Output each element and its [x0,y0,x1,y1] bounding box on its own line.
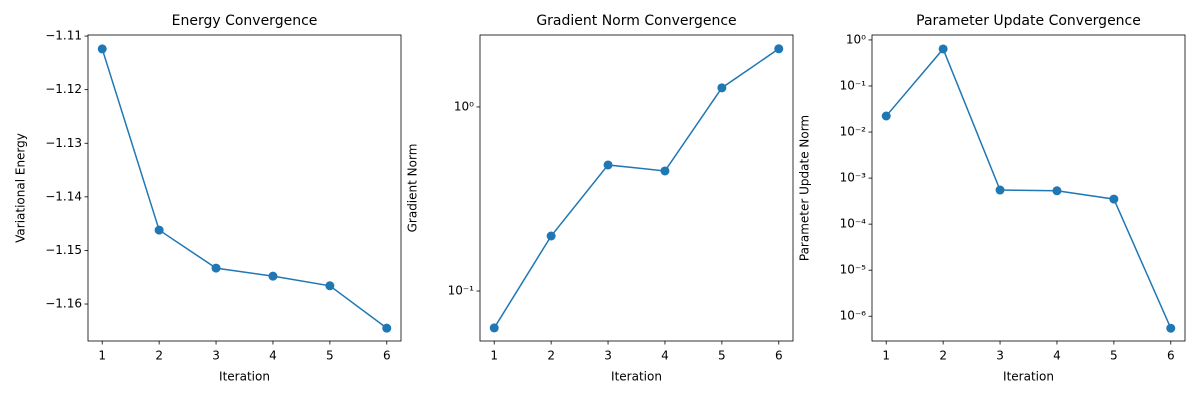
x-tick-label: 6 [1167,349,1175,363]
x-tick-label: 4 [1053,349,1061,363]
y-tick-label: −1.15 [45,243,82,257]
y-tick-label: 10⁻³ [840,171,867,185]
data-point [154,225,164,235]
series-line [101,48,388,329]
x-tick-label: 1 [490,349,498,363]
data-point [546,231,556,241]
data-point [268,271,278,281]
x-tick-label: 3 [212,349,220,363]
data-point [489,323,499,333]
data-point [1109,194,1119,204]
x-axis-label: Iteration [611,370,662,384]
x-tick-label: 5 [718,349,726,363]
data-point [97,44,107,54]
data-point [603,160,613,170]
chart-title: Gradient Norm Convergence [536,13,736,29]
x-tick-label: 4 [661,349,669,363]
data-point [938,44,948,54]
data-point [1052,186,1062,196]
plot-frame [479,34,794,342]
y-axis-label: Variational Energy [14,133,28,243]
y-tick-label: 10⁻⁶ [840,309,867,323]
series-line [493,48,780,329]
y-tick-label: 10⁻¹ [840,78,867,92]
data-point [382,323,392,333]
x-tick-label: 2 [155,349,163,363]
y-tick-label: 10⁻¹ [448,284,475,298]
y-tick-label: 10⁻⁵ [840,263,867,277]
x-axis-label: Iteration [1003,370,1054,384]
data-point [995,185,1005,195]
y-tick-label: −1.14 [45,189,82,203]
series-line [885,47,1172,329]
x-tick-label: 4 [269,349,277,363]
chart-title: Energy Convergence [172,13,318,29]
x-tick-label: 1 [882,349,890,363]
y-tick-label: −1.11 [45,29,82,43]
data-point [325,281,335,291]
chart-title: Parameter Update Convergence [916,13,1141,29]
x-tick-label: 5 [326,349,334,363]
x-tick-label: 2 [547,349,555,363]
y-tick-label: 10⁰ [454,99,474,113]
y-tick-label: −1.16 [45,297,82,311]
y-tick-label: 10⁻⁴ [840,217,867,231]
y-tick-label: −1.12 [45,82,82,96]
y-tick-label: −1.13 [45,136,82,150]
data-point [717,83,727,93]
x-tick-label: 3 [996,349,1004,363]
x-tick-label: 6 [383,349,391,363]
data-point [881,111,891,121]
x-axis-label: Iteration [219,370,270,384]
data-point [660,166,670,176]
plot-frame [871,34,1186,342]
x-tick-label: 5 [1110,349,1118,363]
data-point [1166,323,1176,333]
y-tick-label: 10⁰ [846,32,866,46]
y-axis-label: Gradient Norm [406,144,420,233]
x-tick-label: 1 [98,349,106,363]
y-tick-label: 10⁻² [840,125,867,139]
data-point [211,263,221,273]
x-tick-label: 3 [604,349,612,363]
y-axis-label: Parameter Update Norm [798,115,812,261]
x-tick-label: 6 [775,349,783,363]
plot-frame [87,34,402,342]
data-point [774,44,784,54]
x-tick-label: 2 [939,349,947,363]
